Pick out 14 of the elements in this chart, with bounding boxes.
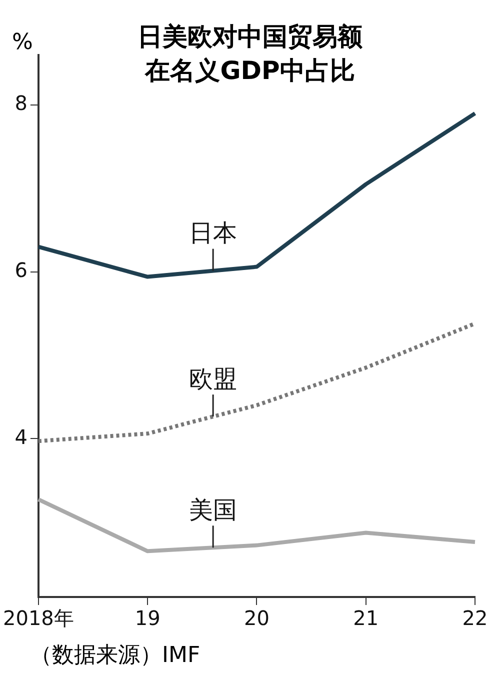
x-tick-label: 22	[462, 606, 488, 630]
y-tick-label: 8	[14, 91, 28, 116]
series-label: 欧盟	[189, 364, 238, 393]
y-tick-label: 6	[14, 258, 28, 282]
text: （数据来源）IMF	[30, 642, 200, 670]
series-label: 美国	[189, 496, 238, 524]
x-tick-label: 20	[244, 606, 270, 630]
x-tick-label: 2018年	[2, 606, 74, 630]
chart-title: 日美欧对中国贸易额在名义GDP中占比	[136, 21, 364, 87]
y-tick-label: 4	[14, 424, 28, 449]
y-axis-title: %	[12, 30, 33, 55]
series-label: 日本	[189, 219, 238, 248]
x-tick-label: 19	[134, 606, 160, 630]
x-tick-label: 21	[353, 606, 379, 630]
